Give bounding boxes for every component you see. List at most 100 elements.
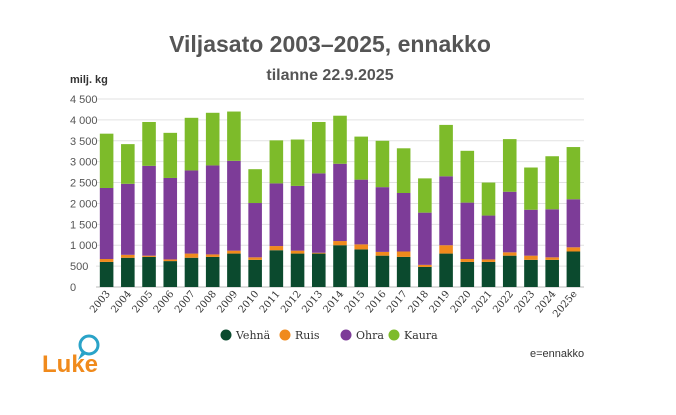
x-tick-label: 2016 xyxy=(364,289,389,316)
bar-segment-ruis xyxy=(311,252,326,254)
y-tick-label: 500 xyxy=(70,261,88,273)
x-tick-label: 2012 xyxy=(279,289,304,316)
bar-segment-kaura xyxy=(545,156,559,210)
legend-marker xyxy=(340,329,352,341)
chart-title: Viljasato 2003–2025, ennakko xyxy=(169,31,491,57)
bar-segment-vehnä xyxy=(184,257,199,287)
bar-segment-kaura xyxy=(481,182,496,216)
luke-logo: Luke xyxy=(42,334,100,378)
bar-segment-ohra xyxy=(184,170,199,254)
bar-segment-ruis xyxy=(524,255,538,260)
bar-segment-vehnä xyxy=(354,249,369,287)
bar-segment-ruis xyxy=(290,250,305,254)
x-tick-label: 2011 xyxy=(258,289,283,316)
x-tick-label: 2017 xyxy=(385,289,410,316)
bar-segment-ruis xyxy=(142,255,156,257)
bar-segment-kaura xyxy=(311,121,326,174)
bar-segment-vehnä xyxy=(333,245,347,287)
x-tick-label: 2019 xyxy=(428,289,453,316)
bar-segment-vehnä xyxy=(396,256,411,287)
x-tick-label: 2008 xyxy=(194,289,219,316)
x-tick-label: 2010 xyxy=(237,289,262,316)
bar-segment-ruis xyxy=(121,254,135,258)
bar-segment-ruis xyxy=(269,246,284,251)
x-tick-label: 2006 xyxy=(152,289,177,316)
bar-segment-kaura xyxy=(99,133,114,188)
y-axis-ticks: 0 500 1 000 1 500 2 000 2 500 3 000 3 500 4 000 4… xyxy=(70,94,98,294)
bar-segment-ohra xyxy=(460,202,475,260)
x-tick-label: 2020 xyxy=(449,289,474,316)
bar-segment-ohra xyxy=(566,199,581,248)
x-tick-label: 2023 xyxy=(512,289,537,316)
bar-segment-kaura xyxy=(396,148,411,193)
speech-bubble-icon xyxy=(78,334,100,360)
y-tick-label: 2 000 xyxy=(70,198,98,210)
x-tick-label: 2014 xyxy=(322,289,347,316)
bar-segment-vehnä xyxy=(99,261,114,287)
bar-segment-kaura xyxy=(163,132,178,178)
bar-segment-vehnä xyxy=(290,253,305,287)
bar-segment-kaura xyxy=(375,140,390,188)
legend-label: Vehnä xyxy=(235,329,271,342)
bar-segment-vehnä xyxy=(418,266,432,287)
bar-segment-vehnä xyxy=(205,256,220,287)
bar-segment-vehnä xyxy=(269,250,284,287)
x-tick-label: 2018 xyxy=(406,289,431,316)
bar-segment-vehnä xyxy=(481,261,496,287)
bar-segment-vehnä xyxy=(248,259,262,287)
bar-segment-kaura xyxy=(460,150,475,203)
bar-segment-vehnä xyxy=(566,251,581,287)
bar-segment-ohra xyxy=(524,209,538,256)
bar-segment-kaura xyxy=(354,136,369,180)
bar-segment-vehnä xyxy=(460,261,475,287)
bar-segment-vehnä xyxy=(163,261,178,287)
legend-label: Kaura xyxy=(404,329,438,342)
bar-segment-kaura xyxy=(418,178,432,213)
bar-segment-ohra xyxy=(333,163,347,242)
bar-segment-ruis xyxy=(566,247,581,252)
y-axis-unit-label: milj. kg xyxy=(70,74,108,86)
bar-segment-kaura xyxy=(227,111,241,161)
bar-segment-ohra xyxy=(311,173,326,253)
bar-segment-kaura xyxy=(142,121,156,166)
chart-subtitle: tilanne 22.9.2025 xyxy=(266,67,393,84)
bar-segment-ohra xyxy=(99,187,114,260)
legend-label: Ruis xyxy=(295,329,320,342)
bar-segment-ruis xyxy=(502,252,517,256)
x-tick-label: 2007 xyxy=(173,289,198,316)
logo-text: Luke xyxy=(42,351,98,378)
bar-segment-kaura xyxy=(184,117,199,171)
bar-segment-ohra xyxy=(163,177,178,260)
bar-segment-ohra xyxy=(439,176,453,246)
bars xyxy=(99,111,581,287)
bar-segment-ruis xyxy=(460,259,475,262)
bar-segment-kaura xyxy=(269,140,284,184)
bar-segment-ohra xyxy=(375,187,390,252)
bar-segment-ohra xyxy=(354,179,369,245)
y-tick-label: 4 500 xyxy=(70,94,98,106)
bar-segment-vehnä xyxy=(375,255,390,287)
bar-segment-ruis xyxy=(418,264,432,267)
bar-segment-kaura xyxy=(205,112,220,166)
bar-segment-kaura xyxy=(290,139,305,186)
x-tick-label: 2013 xyxy=(300,289,325,316)
bar-segment-vehnä xyxy=(311,253,326,287)
bar-segment-ohra xyxy=(502,191,517,253)
bar-segment-ruis xyxy=(99,259,114,262)
bar-segment-ruis xyxy=(205,254,220,257)
bar-segment-ruis xyxy=(481,259,496,262)
x-axis-ticks: 2003200420052006200720082009201020112012… xyxy=(88,289,580,320)
x-tick-label: 2022 xyxy=(491,289,516,316)
y-tick-label: 1 500 xyxy=(70,219,98,231)
bar-segment-ohra xyxy=(269,183,284,247)
x-tick-label: 2005 xyxy=(131,289,156,316)
y-tick-label: 4 000 xyxy=(70,115,98,127)
bar-segment-kaura xyxy=(121,144,135,184)
bar-segment-vehnä xyxy=(227,253,241,287)
x-tick-label: 2003 xyxy=(88,289,113,316)
bar-segment-vehnä xyxy=(439,253,453,287)
y-tick-label: 0 xyxy=(70,282,76,294)
legend-marker xyxy=(279,329,291,341)
y-tick-label: 3 500 xyxy=(70,136,98,148)
